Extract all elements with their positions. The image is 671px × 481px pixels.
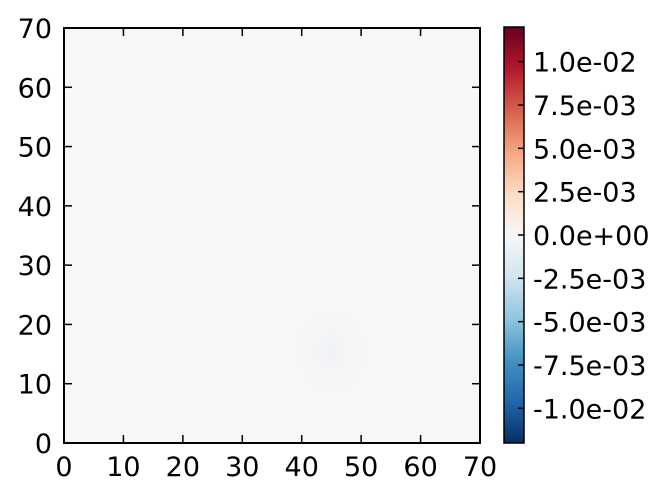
x-tick-label: 30 bbox=[225, 452, 259, 481]
plot-frame bbox=[63, 27, 481, 444]
colorbar-tick-label: -7.5e-03 bbox=[533, 351, 646, 382]
plot-area: 0 10 20 30 40 50 60 70 0 10 20 30 40 50 60 70 bbox=[18, 14, 498, 481]
colorbar-tick-label: 2.5e-03 bbox=[533, 178, 637, 209]
colorbar: 1.0e-02 7.5e-03 5.0e-03 2.5e-03 0.0e+00 -2.5e… bbox=[503, 26, 650, 444]
y-tick-label: 60 bbox=[18, 73, 52, 104]
heatmap-image bbox=[64, 28, 480, 443]
x-tick-label: 40 bbox=[285, 452, 319, 481]
y-tick-label: 40 bbox=[18, 192, 52, 223]
y-tick-label: 10 bbox=[18, 370, 52, 401]
y-tick-label: 70 bbox=[18, 14, 52, 45]
x-tick-label: 50 bbox=[344, 452, 378, 481]
colorbar-tick-label: -2.5e-03 bbox=[533, 264, 646, 295]
y-tick-label: 50 bbox=[18, 133, 52, 164]
colorbar-tick-label: -1.0e-02 bbox=[533, 394, 646, 425]
y-tick-label: 0 bbox=[35, 429, 52, 460]
x-tick-label: 10 bbox=[106, 452, 140, 481]
colorbar-tick-label: 7.5e-03 bbox=[533, 91, 637, 122]
y-tick-label: 30 bbox=[18, 251, 52, 282]
x-tick-label: 60 bbox=[403, 452, 437, 481]
colorbar-tick-label: 1.0e-02 bbox=[533, 48, 637, 79]
faint-region bbox=[289, 300, 374, 402]
colorbar-tick-label: 0.0e+00 bbox=[533, 221, 650, 252]
x-tick-label: 0 bbox=[55, 452, 72, 481]
y-axis: 0 10 20 30 40 50 60 70 bbox=[18, 14, 480, 460]
x-axis: 0 10 20 30 40 50 60 70 bbox=[55, 28, 497, 481]
colorbar-tick-label: -5.0e-03 bbox=[533, 308, 646, 339]
x-tick-label: 70 bbox=[463, 452, 497, 481]
colorbar-ticks: 1.0e-02 7.5e-03 5.0e-03 2.5e-03 0.0e+00 -2.5e… bbox=[518, 48, 650, 425]
colorbar-tick-label: 5.0e-03 bbox=[533, 134, 637, 165]
y-tick-label: 20 bbox=[18, 310, 52, 341]
x-tick-label: 20 bbox=[166, 452, 200, 481]
